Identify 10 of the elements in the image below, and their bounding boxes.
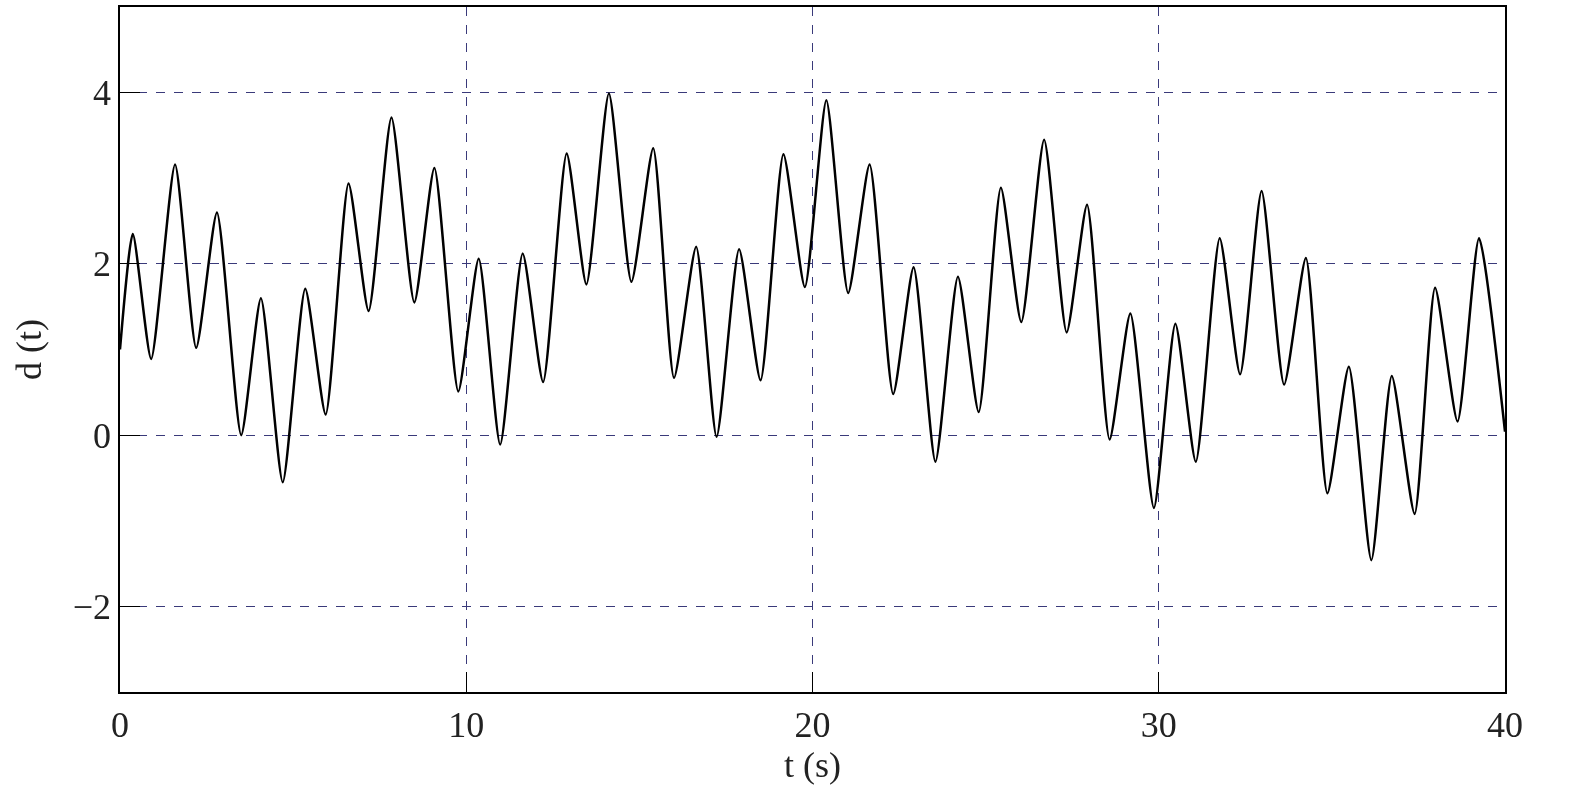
y-tick-label: −2 xyxy=(72,586,112,627)
x-tick-label: 40 xyxy=(1487,704,1523,745)
y-axis-title: d (t) xyxy=(9,319,50,380)
x-tick-label: 30 xyxy=(1140,704,1177,745)
y-tick-label: 2 xyxy=(93,244,112,285)
y-tick-label: 0 xyxy=(93,415,112,456)
x-tick-label: 20 xyxy=(794,704,831,745)
y-tick-label: 4 xyxy=(93,73,112,114)
x-tick-label: 10 xyxy=(448,704,485,745)
x-axis-title: t (s) xyxy=(784,745,841,786)
